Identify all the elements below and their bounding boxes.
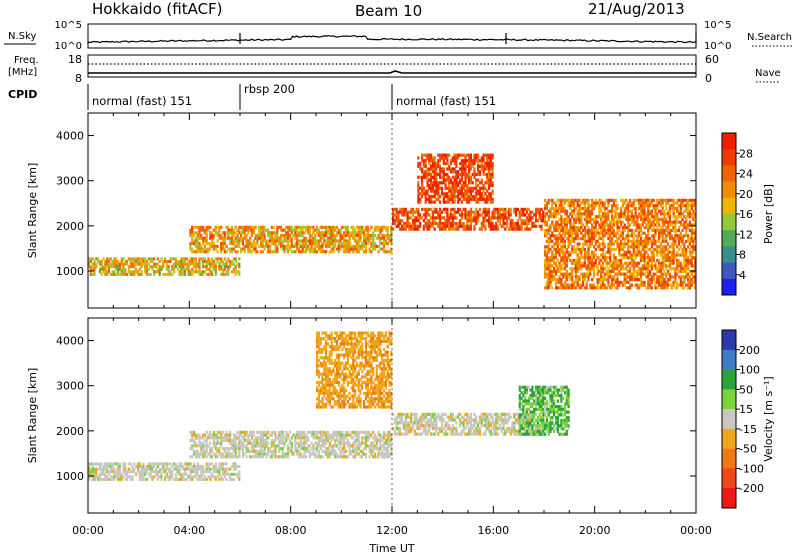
power-colorbar-cell <box>722 214 736 231</box>
x-axis-ticks: 00:00 04:00 08:00 12:00 16:00 20:00 00:00 <box>72 524 712 537</box>
velocity-colorbar-cell <box>722 468 736 489</box>
velocity-colorbar-cell <box>722 409 736 430</box>
velocity-colorbar-cell <box>722 349 736 370</box>
velocity-colorbar-cell <box>722 428 736 449</box>
noise-trace <box>87 33 697 44</box>
velocity-colorbar-cell <box>722 369 736 390</box>
power-colorbar-tick: 24 <box>739 168 753 181</box>
x-axis-title: Time UT <box>368 542 414 554</box>
power-colorbar-tick: 12 <box>739 228 753 241</box>
power-colorbar-cell <box>722 278 736 296</box>
velocity-colorbar-tick: -100 <box>739 462 764 475</box>
velocity-colorbar-cell <box>722 448 736 469</box>
velocity-ytick-label: 4000 <box>56 335 84 348</box>
power-colorbar-tick: 8 <box>739 249 746 262</box>
power-colorbar-tick: 16 <box>739 208 753 221</box>
power-colorbar-cell <box>722 149 736 166</box>
noise-right-tick-bottom: 10^0 <box>704 41 731 52</box>
power-colorbar-tick: 4 <box>739 269 746 282</box>
velocity-colorbar-tick: 15 <box>739 403 753 416</box>
cpid-segment-label: rbsp 200 <box>244 82 295 96</box>
power-colorbar-cell <box>722 133 736 150</box>
power-ylabel: Slant Range [km] <box>26 163 39 259</box>
power-colorbar-cell <box>722 230 736 247</box>
power-colorbar-cell <box>722 197 736 215</box>
power-colorbar-cell <box>722 246 736 263</box>
nave-tick-bottom: 0 <box>705 72 712 85</box>
velocity-ytick-label: 3000 <box>56 380 84 393</box>
cpid-label: CPID <box>8 88 37 101</box>
power-colorbar-label: Power [dB] <box>762 184 775 244</box>
freq-tick-bottom: 8 <box>75 72 82 85</box>
velocity-colorbar-frame <box>721 329 737 509</box>
power-colorbar-tick: 28 <box>739 147 753 160</box>
power-ytick-label: 2000 <box>56 220 84 233</box>
x-tick-label: 16:00 <box>477 524 509 537</box>
velocity-colorbar-tick: 200 <box>739 344 760 357</box>
velocity-colorbar-tick: 50 <box>739 383 753 396</box>
freq-trace <box>88 70 696 74</box>
freq-label-line1: Freq. <box>14 55 39 66</box>
power-colorbar-tick: 20 <box>739 188 753 201</box>
velocity-ytick-label: 1000 <box>56 470 84 483</box>
x-tick-label: 20:00 <box>579 524 611 537</box>
velocity-colorbar-tick: 100 <box>739 364 760 377</box>
velocity-ylabel: Slant Range [km] <box>26 368 39 464</box>
power-ytick-label: 4000 <box>56 130 84 143</box>
power-ytick-label: 1000 <box>56 265 84 278</box>
velocity-colorbar-cell <box>722 330 736 351</box>
velocity-colorbar-tick: -50 <box>739 443 757 456</box>
x-tick-label: 00:00 <box>72 524 104 537</box>
nave-label: Nave <box>755 68 781 79</box>
power-ytick-label: 3000 <box>56 175 84 188</box>
cpid-segment-label: normal (fast) 151 <box>92 94 192 108</box>
noise-left-label: N.Sky <box>8 31 36 42</box>
velocity-panel: 1000 2000 3000 4000 Slant Range [km] 200 100 50… <box>26 317 775 514</box>
velocity-ytick-label: 2000 <box>56 425 84 438</box>
velocity-colorbar-tick: -200 <box>739 482 764 495</box>
x-tick-label: 12:00 <box>376 524 408 537</box>
power-colorbar-cell <box>722 262 736 280</box>
velocity-heatmap-cells <box>88 331 570 481</box>
velocity-colorbar-cell <box>722 389 736 410</box>
x-tick-label: 04:00 <box>173 524 205 537</box>
cpid-segment-label: normal (fast) 151 <box>396 94 496 108</box>
velocity-colorbar-label: Velocity [m s⁻¹] <box>762 376 775 461</box>
power-colorbar-cell <box>722 165 736 182</box>
noise-left-tick-top: 10^5 <box>55 20 82 31</box>
station-title: Hokkaido (fitACF) <box>92 0 223 18</box>
power-colorbar-cell <box>722 181 736 199</box>
noise-right-label: N.Search <box>747 32 792 43</box>
power-heatmap-cells <box>88 153 696 290</box>
noise-panel-frame <box>87 23 697 49</box>
freq-panel-frame <box>87 54 697 78</box>
x-tick-label: 00:00 <box>680 524 712 537</box>
date-title: 21/Aug/2013 <box>588 0 685 18</box>
noise-left-tick-bottom: 10^0 <box>55 41 82 52</box>
velocity-colorbar-tick: -15 <box>739 423 757 436</box>
power-panel: 1000 2000 3000 4000 Slant Range [km] 4 8 12 16 20… <box>26 112 775 309</box>
velocity-colorbar-cell <box>722 488 736 509</box>
beam-title: Beam 10 <box>355 2 422 20</box>
noise-right-tick-top: 10^5 <box>704 20 731 31</box>
nave-tick-top: 60 <box>705 53 719 66</box>
x-tick-label: 08:00 <box>275 524 307 537</box>
freq-tick-top: 18 <box>68 53 82 66</box>
freq-label-line2: [MHz] <box>8 67 37 78</box>
cpid-strip: normal (fast) 151 rbsp 200 normal (fast) 1… <box>87 82 496 110</box>
